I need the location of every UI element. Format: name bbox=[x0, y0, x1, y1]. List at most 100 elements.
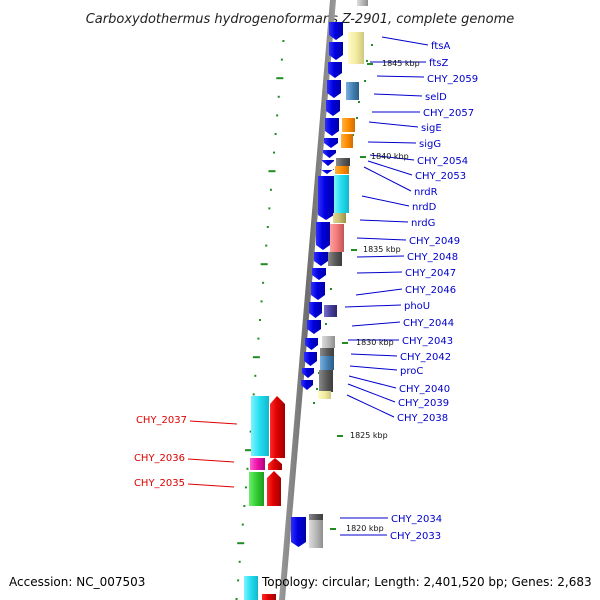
gene-label-CHY_2040[interactable]: CHY_2040 bbox=[399, 384, 450, 395]
gene-label-CHY_2038[interactable]: CHY_2038 bbox=[397, 413, 448, 424]
gene-label-CHY_2047[interactable]: CHY_2047 bbox=[405, 268, 456, 279]
gene-label-CHY_2043[interactable]: CHY_2043 bbox=[402, 336, 453, 347]
tick-mark bbox=[260, 263, 268, 266]
feature-selD bbox=[346, 82, 359, 100]
gene-label-CHY_2048[interactable]: CHY_2048 bbox=[407, 252, 458, 263]
kbp-marker-1825: 1825 kbp bbox=[350, 431, 388, 440]
feature-CHY_2048 bbox=[328, 252, 342, 266]
gene-label-nrdG[interactable]: nrdG bbox=[411, 218, 435, 229]
tick-mark bbox=[330, 288, 332, 290]
tick-mark bbox=[252, 393, 255, 396]
cds-reverse-2036 bbox=[268, 458, 282, 470]
gene-label-ftsA[interactable]: ftsA bbox=[431, 41, 450, 52]
kbp-tick bbox=[330, 528, 336, 530]
tick-mark bbox=[277, 95, 280, 98]
cds-reverse-2037 bbox=[270, 396, 285, 458]
tick-mark bbox=[364, 80, 366, 82]
leader-forward-11 bbox=[359, 219, 409, 223]
gene-label-CHY_2033[interactable]: CHY_2033 bbox=[390, 531, 441, 542]
tick-mark bbox=[356, 117, 358, 119]
gene-label-CHY_2057[interactable]: CHY_2057 bbox=[423, 108, 474, 119]
kbp-tick bbox=[351, 249, 357, 251]
feature-CHY_2036 bbox=[250, 458, 265, 470]
feature-grey bbox=[357, 0, 368, 6]
tick-mark bbox=[249, 430, 252, 433]
gene-label-CHY_2035[interactable]: CHY_2035 bbox=[134, 478, 185, 489]
kbp-marker-1840: 1840 kbp bbox=[371, 152, 409, 161]
kbp-marker-1830: 1830 kbp bbox=[356, 338, 394, 347]
gene-label-sigG[interactable]: sigG bbox=[419, 139, 441, 150]
feature-CHY_2035 bbox=[249, 472, 264, 506]
gene-label-CHY_2046[interactable]: CHY_2046 bbox=[405, 285, 456, 296]
leader-forward-23 bbox=[346, 394, 395, 418]
feature-sigG bbox=[341, 134, 353, 148]
leader-reverse-1 bbox=[187, 458, 235, 463]
gene-label-ftsZ[interactable]: ftsZ bbox=[429, 58, 448, 69]
tick-mark bbox=[262, 281, 265, 284]
gene-label-selD[interactable]: selD bbox=[425, 92, 447, 103]
gene-label-phoU[interactable]: phoU bbox=[404, 301, 430, 312]
gene-label-CHY_2036[interactable]: CHY_2036 bbox=[134, 453, 185, 464]
kbp-tick bbox=[367, 63, 373, 65]
kbp-tick bbox=[337, 435, 343, 437]
leader-forward-6 bbox=[367, 141, 417, 144]
gene-label-CHY_2054[interactable]: CHY_2054 bbox=[417, 156, 468, 167]
tick-mark bbox=[235, 598, 238, 600]
map-title: Carboxydothermus hydrogenoformans Z-2901… bbox=[86, 12, 515, 27]
feature-CHY_2054 bbox=[336, 158, 350, 166]
tick-mark bbox=[268, 207, 271, 210]
kbp-marker-1820: 1820 kbp bbox=[346, 524, 384, 533]
leader-reverse-0 bbox=[189, 420, 238, 425]
tick-mark bbox=[246, 467, 249, 470]
kbp-marker-1835: 1835 kbp bbox=[363, 245, 401, 254]
gene-label-CHY_2037[interactable]: CHY_2037 bbox=[136, 415, 187, 426]
gene-label-CHY_2053[interactable]: CHY_2053 bbox=[415, 171, 466, 182]
leader-forward-14 bbox=[356, 271, 403, 274]
cds-forward-8 bbox=[322, 160, 334, 166]
tick-mark bbox=[244, 486, 247, 489]
gene-label-nrdD[interactable]: nrdD bbox=[412, 202, 437, 213]
gene-label-CHY_2044[interactable]: CHY_2044 bbox=[403, 318, 454, 329]
gene-label-CHY_2034[interactable]: CHY_2034 bbox=[391, 514, 442, 525]
tick-mark bbox=[257, 337, 260, 340]
feature-nrdG bbox=[333, 213, 346, 223]
feature-CHY_2042 bbox=[320, 348, 334, 356]
gene-label-CHY_2039[interactable]: CHY_2039 bbox=[398, 398, 449, 409]
leader-forward-3 bbox=[373, 93, 423, 97]
gene-label-CHY_2049[interactable]: CHY_2049 bbox=[409, 236, 460, 247]
leader-forward-2 bbox=[376, 75, 425, 78]
cds-forward-2034 bbox=[291, 517, 306, 547]
tick-mark bbox=[282, 40, 285, 42]
feature-CHY_2053 bbox=[335, 166, 349, 174]
gene-label-nrdR[interactable]: nrdR bbox=[414, 187, 438, 198]
tick-mark bbox=[237, 579, 240, 582]
tick-mark bbox=[265, 244, 268, 247]
tick-mark bbox=[366, 60, 368, 62]
tick-mark bbox=[276, 77, 284, 80]
leader-forward-7 bbox=[369, 154, 415, 161]
cds-forward-10 bbox=[318, 176, 334, 220]
cds-forward-16 bbox=[307, 320, 321, 334]
gene-label-CHY_2042[interactable]: CHY_2042 bbox=[400, 352, 451, 363]
leader-forward-5 bbox=[368, 121, 419, 128]
gene-label-sigE[interactable]: sigE bbox=[421, 123, 442, 134]
cds-forward-17 bbox=[305, 338, 318, 350]
leader-forward-0 bbox=[381, 36, 429, 46]
leader-forward-10 bbox=[361, 195, 410, 207]
feature-CHY_2037 bbox=[251, 396, 269, 456]
leader-forward-20 bbox=[349, 365, 398, 371]
feature-sigE bbox=[342, 118, 355, 132]
tick-mark bbox=[237, 542, 245, 545]
leader-forward-8 bbox=[367, 160, 413, 176]
feature-nrdD bbox=[334, 175, 349, 213]
tick-mark bbox=[276, 114, 279, 117]
leader-forward-12 bbox=[356, 237, 407, 241]
feature-CHY_2040 bbox=[319, 370, 333, 392]
tick-mark bbox=[241, 523, 244, 526]
gene-label-CHY_2059[interactable]: CHY_2059 bbox=[427, 74, 478, 85]
cds-reverse-2035 bbox=[267, 471, 281, 506]
gene-label-proC[interactable]: proC bbox=[400, 366, 423, 377]
cds-forward-6 bbox=[324, 138, 338, 148]
cds-forward-11 bbox=[316, 222, 330, 250]
cds-forward-2 bbox=[328, 62, 342, 78]
